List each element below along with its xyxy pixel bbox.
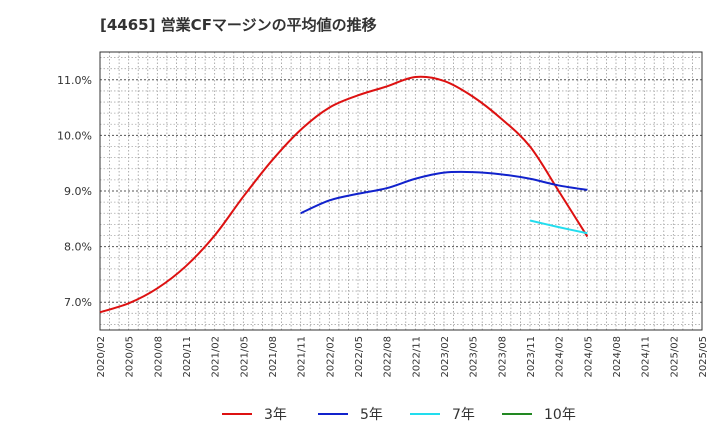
x-axis: 2020/02 2020/05 2020/08 2020/11 2021/02 2021/… <box>96 336 709 378</box>
x-tick-label: 2023/05 <box>469 336 480 378</box>
x-tick-label: 2025/02 <box>669 336 680 378</box>
legend-label: 3年 <box>264 407 287 423</box>
y-tick-label: 9.0% <box>64 185 92 198</box>
x-tick-label: 2024/08 <box>612 336 623 378</box>
series-line-1 <box>99 75 589 314</box>
y-tick-label: 10.0% <box>57 129 92 142</box>
x-tick-label: 2021/11 <box>297 336 308 378</box>
x-tick-label: 2024/02 <box>555 336 566 378</box>
x-tick-label: 2021/08 <box>268 336 279 378</box>
grid-layer <box>100 52 702 330</box>
series-layer <box>99 75 589 314</box>
legend-label: 5年 <box>360 407 383 423</box>
y-tick-label: 11.0% <box>57 74 92 87</box>
x-tick-label: 2023/08 <box>497 336 508 378</box>
y-tick-label: 8.0% <box>64 241 92 254</box>
x-tick-label: 2022/08 <box>383 336 394 378</box>
plot-frame <box>99 51 703 331</box>
x-tick-label: 2021/02 <box>211 336 222 378</box>
x-tick-label: 2021/05 <box>239 336 250 378</box>
x-tick-label: 2025/05 <box>698 336 709 378</box>
x-tick-label: 2020/02 <box>96 336 107 378</box>
x-tick-label: 2022/02 <box>325 336 336 378</box>
y-axis: 7.0% 8.0% 9.0% 10.0% 11.0% <box>57 74 92 309</box>
x-tick-label: 2023/02 <box>440 336 451 378</box>
x-tick-label: 2023/11 <box>526 336 537 378</box>
x-tick-label: 2020/11 <box>182 336 193 378</box>
legend-label: 7年 <box>452 407 475 423</box>
y-tick-label: 7.0% <box>64 296 92 309</box>
x-tick-label: 2020/05 <box>125 336 136 378</box>
x-tick-label: 2024/11 <box>641 336 652 378</box>
series-line-2 <box>300 170 588 215</box>
x-tick-label: 2022/11 <box>411 336 422 378</box>
x-tick-label: 2022/05 <box>354 336 365 378</box>
chart-title: [4465] 営業CFマージンの平均値の推移 <box>100 16 377 34</box>
series-line-3 <box>529 219 588 235</box>
x-tick-label: 2024/05 <box>583 336 594 378</box>
legend: 3年 5年 7年 10年 <box>222 407 576 423</box>
x-tick-label: 2020/08 <box>153 336 164 378</box>
legend-label: 10年 <box>544 407 576 423</box>
